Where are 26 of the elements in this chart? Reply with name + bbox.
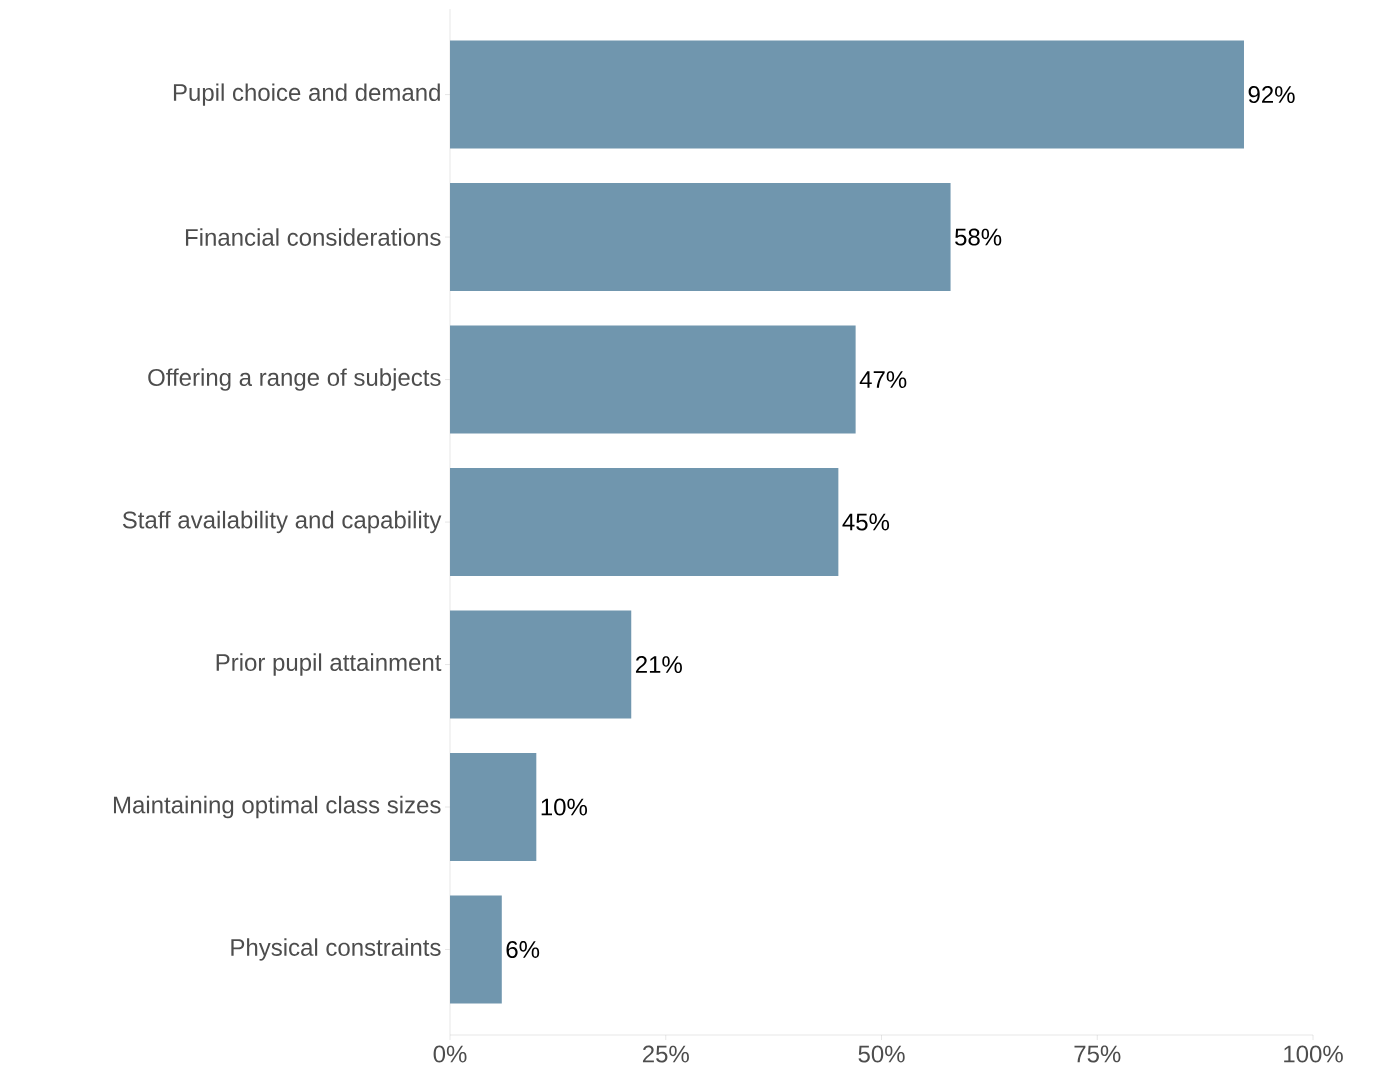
- data-label: 58%: [955, 228, 1002, 246]
- data-label: 21%: [635, 656, 682, 673]
- bar: [450, 325, 856, 434]
- y-tick-label: Prior pupil attainment: [216, 653, 442, 676]
- data-label: 10%: [541, 798, 587, 816]
- x-tick-label: 0%: [433, 1045, 467, 1063]
- y-tick-label: Physical constraints: [231, 938, 441, 961]
- y-tick-label: Pupil choice and demand: [173, 83, 440, 106]
- bar: [450, 183, 951, 292]
- bar: [450, 468, 839, 577]
- data-label: 47%: [859, 371, 907, 388]
- bar: [450, 610, 632, 719]
- y-tick-label: Maintaining optimal class sizes: [113, 795, 441, 819]
- bar: [450, 40, 1244, 149]
- y-tick-label: Financial considerations: [185, 228, 441, 246]
- x-tick-label: 25%: [642, 1045, 689, 1063]
- y-tick-label: Offering a range of subjects: [148, 368, 441, 391]
- data-label: 92%: [1248, 86, 1295, 104]
- x-tick-label: 50%: [858, 1045, 905, 1063]
- data-label: 6%: [506, 941, 540, 959]
- bar: [450, 895, 502, 1004]
- y-tick-label: Staff availability and capability: [122, 510, 442, 534]
- bar: [450, 753, 537, 862]
- data-label: 45%: [842, 513, 890, 531]
- x-tick-label: 100%: [1284, 1045, 1343, 1063]
- x-tick-label: 75%: [1074, 1045, 1121, 1063]
